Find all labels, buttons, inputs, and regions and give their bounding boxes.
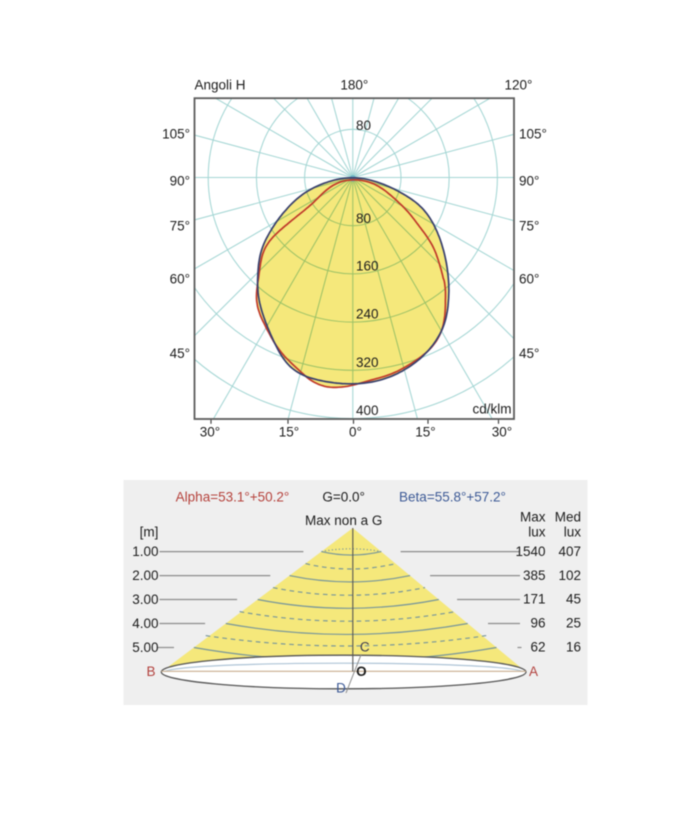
svg-text:Max: Max — [520, 510, 546, 525]
svg-text:60°: 60° — [519, 271, 539, 286]
svg-text:cd/klm: cd/klm — [472, 401, 511, 416]
svg-text:80: 80 — [356, 211, 371, 226]
svg-text:90°: 90° — [170, 173, 190, 188]
svg-text:O: O — [356, 664, 367, 679]
svg-text:105°: 105° — [519, 126, 547, 141]
svg-text:16: 16 — [566, 640, 581, 655]
svg-text:80: 80 — [356, 118, 371, 133]
svg-text:407: 407 — [558, 544, 581, 559]
svg-text:62: 62 — [530, 640, 545, 655]
svg-text:Alpha=53.1°+50.2°: Alpha=53.1°+50.2° — [176, 490, 290, 505]
svg-text:D: D — [336, 681, 346, 696]
svg-text:75°: 75° — [519, 219, 539, 234]
svg-text:0°: 0° — [349, 425, 362, 440]
svg-text:lux: lux — [564, 525, 582, 540]
svg-text:90°: 90° — [519, 173, 539, 188]
svg-text:2.00: 2.00 — [132, 568, 158, 583]
svg-text:45: 45 — [566, 592, 581, 607]
svg-text:1540: 1540 — [515, 544, 545, 559]
svg-text:385: 385 — [523, 568, 546, 583]
svg-text:3.00: 3.00 — [132, 592, 158, 607]
svg-text:Angoli H: Angoli H — [195, 77, 246, 92]
svg-text:96: 96 — [530, 616, 545, 631]
svg-text:4.00: 4.00 — [132, 616, 158, 631]
svg-text:Med: Med — [555, 510, 581, 525]
svg-text:15°: 15° — [415, 425, 435, 440]
svg-text:30°: 30° — [492, 425, 512, 440]
svg-text:15°: 15° — [279, 425, 299, 440]
svg-text:B: B — [146, 664, 155, 679]
svg-text:lux: lux — [528, 525, 546, 540]
svg-text:25: 25 — [566, 616, 581, 631]
svg-text:[m]: [m] — [140, 525, 159, 540]
svg-text:Beta=55.8°+57.2°: Beta=55.8°+57.2° — [399, 490, 506, 505]
svg-text:120°: 120° — [505, 78, 533, 93]
svg-text:G=0.0°: G=0.0° — [322, 490, 365, 505]
svg-text:75°: 75° — [170, 219, 190, 234]
svg-text:240: 240 — [356, 306, 379, 321]
svg-text:60°: 60° — [170, 271, 190, 286]
svg-text:105°: 105° — [162, 126, 190, 141]
svg-text:171: 171 — [523, 592, 546, 607]
svg-text:320: 320 — [356, 355, 379, 370]
svg-text:45°: 45° — [170, 346, 190, 361]
svg-text:30°: 30° — [200, 425, 220, 440]
svg-text:Max non a G: Max non a G — [305, 513, 382, 528]
svg-text:400: 400 — [356, 403, 379, 418]
svg-text:5.00: 5.00 — [132, 640, 158, 655]
svg-text:A: A — [529, 664, 538, 679]
svg-text:102: 102 — [558, 568, 581, 583]
svg-text:C: C — [360, 640, 370, 655]
svg-text:45°: 45° — [519, 346, 539, 361]
svg-text:160: 160 — [356, 259, 379, 274]
svg-text:1.00: 1.00 — [132, 544, 158, 559]
svg-text:180°: 180° — [340, 78, 368, 93]
